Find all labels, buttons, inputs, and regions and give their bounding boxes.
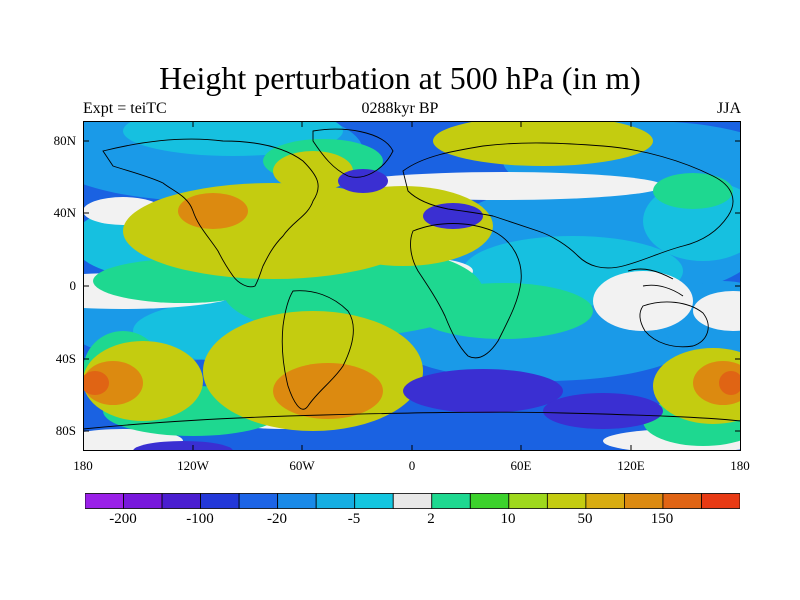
- colorbar-box-12: [508, 493, 548, 509]
- lat-label-40s: 40S: [55, 351, 76, 366]
- lon-label-120w: 120W: [177, 458, 209, 473]
- coastlines: [83, 128, 741, 430]
- colorbar-box-13: [546, 493, 587, 509]
- colorbar-box-16: [662, 493, 702, 509]
- lon-label-60e: 60E: [510, 458, 532, 473]
- map-svg: [83, 121, 741, 451]
- contour-map: [83, 121, 741, 451]
- colorbar-label-6: 10: [500, 511, 516, 527]
- field-red: [83, 371, 741, 395]
- colorbar-label-5: 2: [427, 511, 435, 527]
- colorbar-box-11: [469, 493, 510, 509]
- field-deep-blue: [133, 169, 663, 451]
- colorbar-box-14: [585, 493, 625, 509]
- colorbar-box-10: [431, 493, 471, 509]
- lat-label-40n: 40N: [53, 205, 76, 220]
- lon-label-0: 0: [408, 458, 416, 473]
- colorbar-box-1: [85, 493, 124, 509]
- colorbar-box-15: [624, 493, 664, 509]
- plot-title: Height perturbation at 500 hPa (in m): [159, 60, 641, 96]
- colorbar-label-1: -200: [109, 511, 137, 527]
- lon-label-180w: 180: [73, 458, 93, 473]
- lon-label-120e: 120E: [617, 458, 645, 473]
- lat-label-80n: 80N: [53, 133, 76, 148]
- experiment-label: Expt = teiTC: [83, 100, 167, 117]
- colorbar-box-8: [354, 493, 394, 509]
- colorbar-label-7: 50: [577, 511, 593, 527]
- lat-label-0: 0: [69, 278, 77, 293]
- lat-label-80s: 80S: [55, 423, 76, 438]
- colorbar: [85, 493, 740, 509]
- colorbar-box-2: [123, 493, 163, 509]
- lon-label-180e: 180: [730, 458, 750, 473]
- time-label: 0288kyr BP: [361, 100, 439, 117]
- colorbar-box-6: [277, 493, 317, 509]
- lon-ticks: [192, 121, 632, 451]
- colorbar-box-9: [392, 493, 433, 509]
- colorbar-box-3: [161, 493, 201, 509]
- colorbar-box-17: [701, 493, 740, 509]
- colorbar-label-4: -5: [347, 511, 361, 527]
- season-label: JJA: [716, 100, 741, 117]
- colorbar-label-8: 150: [650, 511, 674, 527]
- colorbar-label-2: -100: [186, 511, 214, 527]
- colorbar-box-5: [238, 493, 279, 509]
- lon-label-60w: 60W: [289, 458, 315, 473]
- colorbar-box-7: [315, 493, 356, 509]
- colorbar-box-4: [200, 493, 240, 509]
- lat-ticks: [83, 140, 741, 432]
- colorbar-label-3: -20: [267, 511, 287, 527]
